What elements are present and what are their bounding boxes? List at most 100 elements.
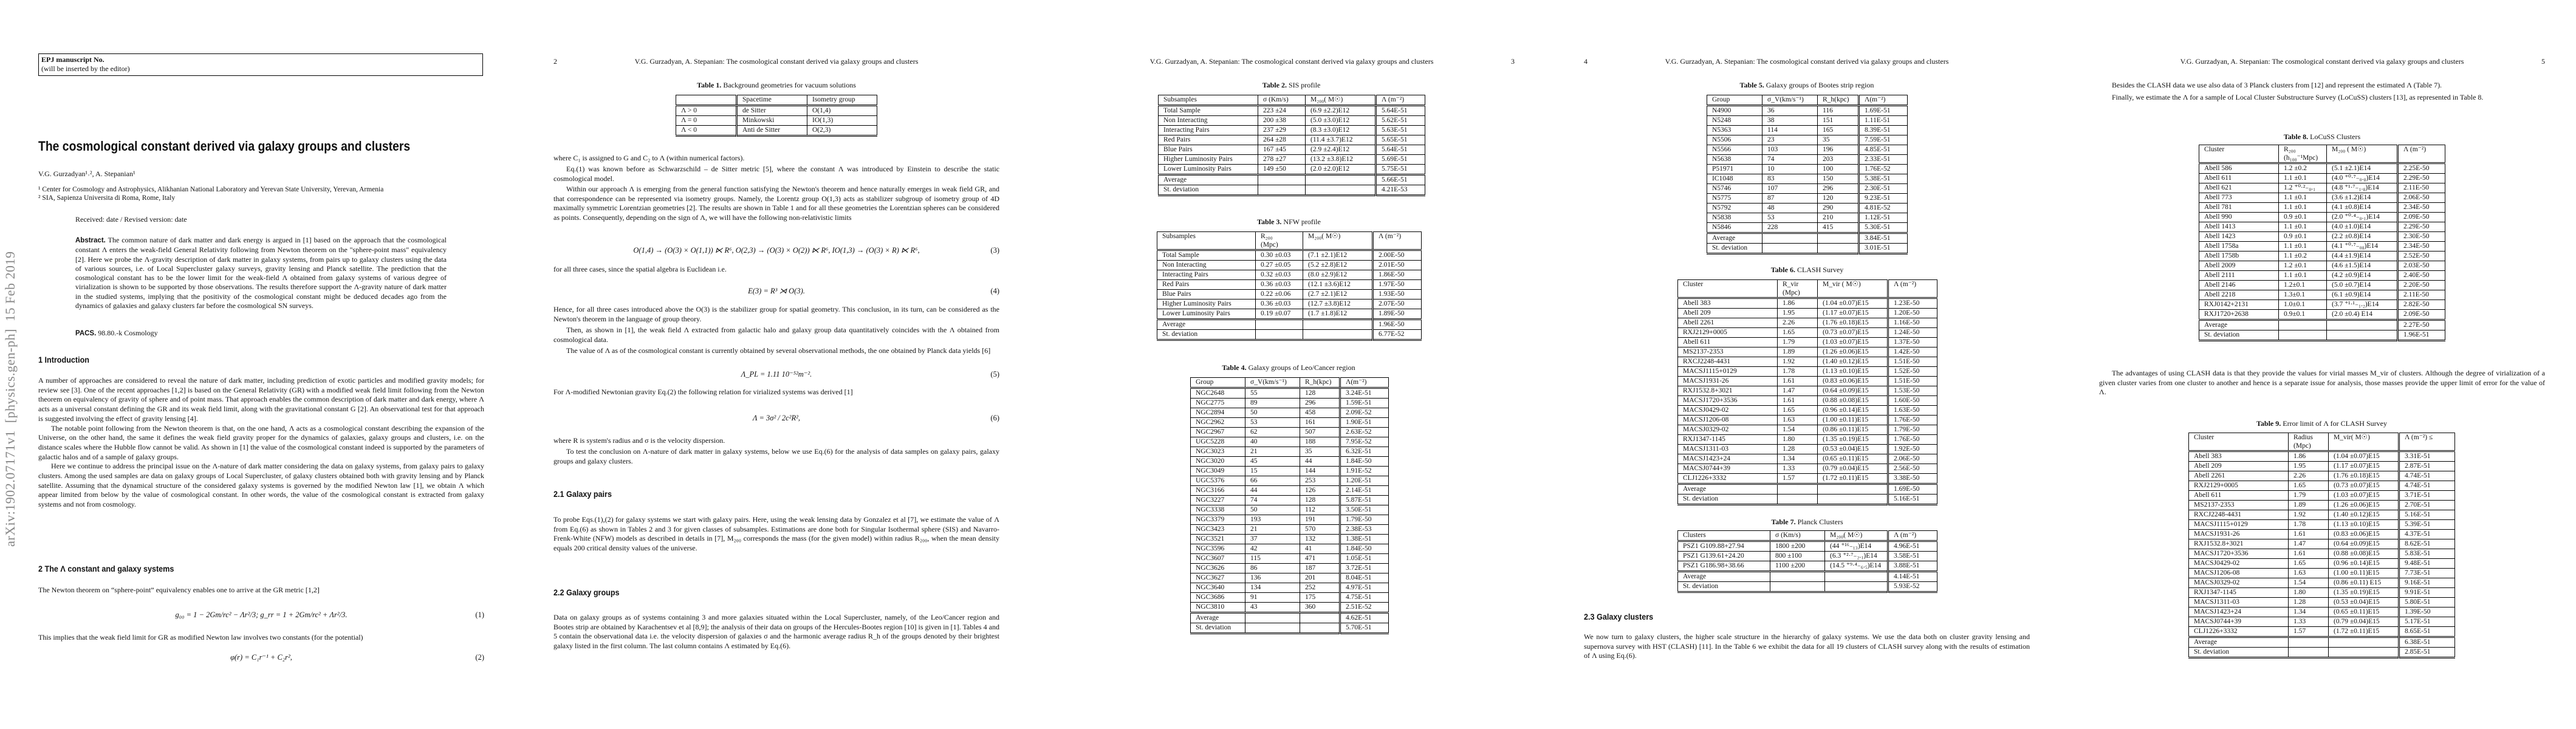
- table-cell: Red Pairs: [1158, 135, 1258, 145]
- page-5: V.G. Gurzadyan, A. Stepanian: The cosmol…: [2061, 0, 2576, 729]
- table-caption: Table 2. SIS profile: [1158, 81, 1425, 90]
- table-cell: (0.83 ±0.06)E15: [1817, 376, 1888, 386]
- table-cell: 38: [1762, 115, 1818, 126]
- table-cell: Higher Luminosity Pairs: [1158, 154, 1258, 165]
- table-cell: (8.3 ±3.0)E12: [1305, 125, 1376, 135]
- table-header-cell: Λ (m⁻²): [1372, 231, 1422, 251]
- table-row: RXJ1532.8+3021 1.47 (0.64 ±0.09)E15 1.53E-5…: [1677, 386, 1937, 396]
- table-cell: [1258, 174, 1306, 185]
- table-cell: 0.22 ±0.06: [1255, 289, 1303, 299]
- table-header: Cluster Radius (Mpc) M_vir( M☉) Λ (m⁻²) ≤: [2188, 433, 2455, 452]
- table-row: RXJ1532.8+3021 1.47 (0.64 ±0.09)E15 8.62E-5…: [2188, 539, 2455, 549]
- table-header-cell: [676, 95, 737, 106]
- table-cell: (1.17 ±0.07)E15: [1817, 308, 1888, 318]
- table-cell: (7.1 ±2.1)E12: [1303, 250, 1373, 261]
- table-cell: 0.30 ±0.03: [1255, 250, 1303, 261]
- table-cell: 203: [1817, 154, 1859, 165]
- table-cell: 2.38E-53: [1339, 524, 1389, 535]
- table-cell: 4.75E-51: [1339, 592, 1389, 603]
- table-cell: 2.70E-51: [2398, 500, 2455, 510]
- table-cell: (5.2 ±2.8)E12: [1303, 260, 1373, 270]
- table-cell: 1.59E-51: [1339, 398, 1389, 408]
- table-cell: 2.34E-50: [2397, 202, 2445, 213]
- table-cell: 3.72E-51: [1339, 563, 1389, 573]
- table-header-cell: M₂₀₀( M☉): [1303, 231, 1373, 251]
- table-cell: 5.69E-51: [1375, 154, 1425, 165]
- table-cell: 0.9±0.1: [2278, 309, 2327, 320]
- table-row: Red Pairs 264 ±28 (11.4 ±3.7)E12 5.65E-51: [1158, 135, 1425, 145]
- table-cell: 1.28: [2288, 597, 2329, 608]
- table-row: Abell 1758b 1.1 ±0.2 (4.4 ±1.9)E14 2.52E-50: [2199, 251, 2445, 261]
- table-cell: 2.25E-50: [2397, 163, 2445, 174]
- table-row: PSZ1 G139.61+24.20 800 ±100 (6.3 ⁺²·⁷₋₂.₁)…: [1677, 551, 1937, 561]
- table-cell: 23: [1762, 135, 1818, 145]
- table-cell: 5.39E-51: [2398, 519, 2455, 530]
- table-cell: 188: [1300, 437, 1340, 447]
- table-cell: (14.5 ⁺⁹·⁴₋₆.₅)E14: [1824, 561, 1888, 572]
- table-row: MACSJ1115+0129 1.78 (1.13 ±0.10)E15 5.39E-5…: [2188, 519, 2455, 530]
- table-cell: NGC3166: [1190, 485, 1245, 496]
- table-cell: (8.0 ±2.9)E12: [1303, 270, 1373, 280]
- table-cell: Abell 1413: [2199, 222, 2279, 232]
- table-cell: 6.32E-51: [1339, 447, 1389, 457]
- paragraph: Finally, we estimate the Λ for a sample …: [2112, 93, 2484, 101]
- paragraph: for all three cases, since the spatial a…: [553, 265, 727, 273]
- table-cell: 1.92E-50: [1887, 444, 1937, 454]
- table-cell: Total Sample: [1157, 250, 1256, 261]
- table-row: Abell 2146 1.2±0.1 (5.0 ±0.7)E14 2.20E-50: [2199, 280, 2445, 290]
- table-cell: [1305, 174, 1376, 185]
- table-cell: (1.7 ±1.8)E12: [1303, 309, 1373, 320]
- table-cell: St. deviation: [2188, 647, 2289, 658]
- table-caption: Table 6. CLASH Survey: [1677, 265, 1937, 275]
- table-header-cell: R₂₀₀ (h₁₀₀⁻¹Mpc): [2278, 145, 2327, 164]
- table-caption: Table 5. Galaxy groups of Bootes strip r…: [1676, 81, 1937, 90]
- table-cell: (2.0 ±0.4) E14: [2326, 309, 2398, 320]
- table-cell: 1.84E-50: [1339, 456, 1389, 467]
- table-cell: (2.0 ⁺⁰·⁴₋₀.₁)E14: [2326, 212, 2398, 222]
- paragraph: where R is system's radius and σ is the …: [553, 436, 725, 445]
- table-cell: 175: [1300, 592, 1340, 603]
- table-cell: Average: [1157, 318, 1256, 330]
- table-cell: 4.14E-51: [1887, 570, 1937, 582]
- table-cell: MACSJ1423+24: [1677, 454, 1778, 464]
- table-cell: IC1048: [1707, 174, 1762, 184]
- table-cell: Minkowski: [736, 115, 807, 126]
- table-row: PSZ1 G186.98+38.66 1100 ±200 (14.5 ⁺⁹·⁴₋₆.…: [1677, 561, 1937, 572]
- table-cell: RXCJ2248-4431: [2188, 510, 2289, 520]
- table-cell: [2288, 636, 2329, 648]
- table-cell: 290: [1817, 203, 1859, 213]
- caption-label: Table 5.: [1739, 81, 1764, 89]
- table-cell: 5.38E-51: [1858, 174, 1908, 184]
- table-cell: 4.37E-51: [2398, 529, 2455, 539]
- table-caption: Table 4. Galaxy groups of Leo/Cancer reg…: [1158, 363, 1419, 372]
- table-header-cell: Clusters: [1677, 530, 1770, 542]
- table-row: Abell 383 1.86 (1.04 ±0.07)E15 3.31E-51: [2188, 451, 2455, 462]
- table-cell: [1245, 612, 1300, 623]
- table-cell: (0.88 ±0.08)E15: [1817, 395, 1888, 406]
- table-cell: NGC3686: [1190, 592, 1245, 603]
- caption-text: SIS profile: [1288, 81, 1321, 89]
- table-cell: 1.2 ±0.2: [2278, 163, 2327, 174]
- table-body: Total Sample 223 ±24 (6.9 ±2.2)E12 5.64E-51…: [1158, 105, 1425, 175]
- paragraph: This implies that the weak field limit f…: [38, 633, 363, 642]
- manuscript-number: EPJ manuscript No.: [41, 55, 104, 64]
- table-cell: 48: [1762, 203, 1818, 213]
- table-cell: NGC3626: [1190, 563, 1245, 573]
- table-row: MACSJ1720+3536 1.61 (0.88 ±0.08)E15 5.83E-5…: [2188, 549, 2455, 559]
- table-cell: 2.26: [2288, 471, 2329, 481]
- table-cell: N5838: [1707, 213, 1762, 223]
- table-header-row: Cluster R₂₀₀ (h₁₀₀⁻¹Mpc) M₂₀₀ ( M☉) Λ (m⁻²): [2199, 145, 2445, 164]
- table-cell: 42: [1245, 544, 1300, 554]
- table-cell: 86: [1245, 563, 1300, 573]
- table-body: Abell 586 1.2 ±0.2 (5.1 ±2.1)E14 2.25E-50 Ab…: [2199, 163, 2445, 320]
- page-number: 4: [1584, 57, 1588, 66]
- page-number: 3: [1511, 57, 1515, 66]
- table-row: NGC3596 42 41 1.84E-50: [1190, 544, 1389, 554]
- running-title: V.G. Gurzadyan, A. Stepanian: The cosmol…: [1665, 57, 1949, 66]
- arxiv-stamp: arXiv:1902.07171v1 [physics.gen-ph] 15 F…: [2, 251, 18, 547]
- table-row: RXCJ2248-4431 1.92 (1.40 ±0.12)E15 5.16E-51: [2188, 510, 2455, 520]
- table-cell: (0.83 ±0.06)E15: [2328, 529, 2399, 539]
- table-cell: (12.7 ±3.8)E12: [1303, 299, 1373, 309]
- table-cell: NGC3596: [1190, 544, 1245, 554]
- table-row: Abell 209 1.95 (1.17 ±0.07)E15 2.87E-51: [2188, 461, 2455, 471]
